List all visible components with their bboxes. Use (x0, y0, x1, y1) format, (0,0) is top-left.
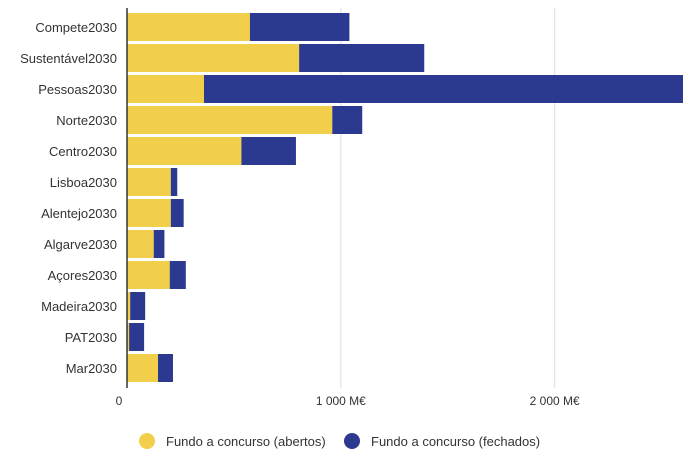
legend-item-fechados[interactable]: Fundo a concurso (fechados) (344, 433, 540, 449)
bar-abertos[interactable] (127, 44, 300, 72)
x-tick-label: 1 000 M€ (316, 394, 366, 408)
category-label: Madeira2030 (41, 299, 117, 314)
category-label: Sustentável2030 (20, 51, 117, 66)
category-label: Compete2030 (35, 20, 117, 35)
bar-abertos[interactable] (127, 75, 204, 103)
bar-fechados[interactable] (249, 13, 350, 41)
bar-fechados[interactable] (169, 261, 186, 289)
x-tick-label: 0 (116, 394, 123, 408)
legend: Fundo a concurso (abertos) Fundo a concu… (139, 433, 540, 449)
bar-fechados[interactable] (130, 292, 146, 320)
bars (127, 13, 683, 382)
bar-fechados[interactable] (170, 168, 178, 196)
category-label: Algarve2030 (44, 237, 117, 252)
bar-fechados[interactable] (241, 137, 296, 165)
bar-fechados[interactable] (129, 323, 145, 351)
category-label: PAT2030 (65, 330, 117, 345)
bar-fechados[interactable] (332, 106, 363, 134)
bar-abertos[interactable] (127, 199, 171, 227)
bar-fechados[interactable] (170, 199, 184, 227)
bar-abertos[interactable] (127, 261, 170, 289)
x-tick-labels: 0 1 000 M€ 2 000 M€ (116, 394, 580, 408)
category-label: Centro2030 (49, 144, 117, 159)
category-label: Norte2030 (56, 113, 117, 128)
bar-abertos[interactable] (127, 323, 130, 351)
category-label: Mar2030 (66, 361, 117, 376)
legend-swatch-abertos (139, 433, 155, 449)
bar-fechados[interactable] (299, 44, 425, 72)
bar-abertos[interactable] (127, 13, 250, 41)
bar-abertos[interactable] (127, 354, 159, 382)
legend-item-abertos[interactable]: Fundo a concurso (abertos) (139, 433, 326, 449)
bar-abertos[interactable] (127, 168, 171, 196)
bar-fechados[interactable] (158, 354, 173, 382)
bar-fechados[interactable] (153, 230, 165, 258)
category-labels: Compete2030 Sustentável2030 Pessoas2030 Nor… (20, 20, 117, 376)
category-label: Lisboa2030 (50, 175, 117, 190)
legend-swatch-fechados (344, 433, 360, 449)
category-label: Pessoas2030 (38, 82, 117, 97)
bar-abertos[interactable] (127, 137, 242, 165)
legend-label-fechados: Fundo a concurso (fechados) (371, 434, 540, 449)
category-label: Alentejo2030 (41, 206, 117, 221)
bar-fechados[interactable] (203, 75, 683, 103)
x-tick-label: 2 000 M€ (530, 394, 580, 408)
bar-abertos[interactable] (127, 230, 154, 258)
category-label: Açores2030 (48, 268, 117, 283)
bar-abertos[interactable] (127, 106, 333, 134)
legend-label-abertos: Fundo a concurso (abertos) (166, 434, 326, 449)
bar-abertos[interactable] (127, 292, 131, 320)
